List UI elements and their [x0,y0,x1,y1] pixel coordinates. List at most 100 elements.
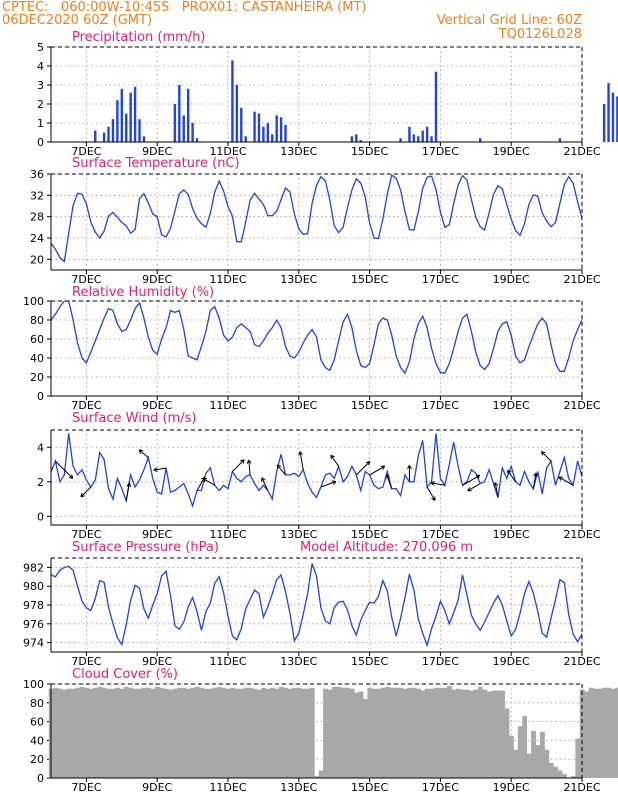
cloud-bar [199,687,205,778]
wind-arrow-head [467,487,471,492]
precip-bar [102,132,106,142]
cloud-bar [101,687,107,778]
precip-bar [275,115,278,142]
cloud-bar [270,687,275,778]
series-line [51,563,582,648]
wind-arrow-shaft [430,482,445,486]
cloud-bar [150,688,156,778]
y-tick-label: 2 [37,476,44,489]
cloud-bar [190,687,196,778]
x-tick-label: 11DEC [209,528,246,541]
x-tick-label: 11DEC [209,399,246,412]
cloud-bar [53,687,59,778]
cloud-bar [181,687,187,778]
y-tick-label: 24 [30,232,44,245]
wind-arrow [153,467,167,472]
wind-arrow-head [368,461,371,466]
y-tick-label: 4 [37,60,44,73]
wind-arrow-shaft [261,477,269,491]
cloud-bar [278,686,284,778]
cloud-bar [185,688,191,778]
cloud-bar [239,688,244,778]
panel-title: Surface Pressure (hPa) [72,540,219,555]
precip-bar [142,136,146,142]
cloud-bar [128,687,134,778]
wind-arrow-shaft [426,486,436,501]
cloud-bar [442,687,448,778]
precip-bar [425,126,429,142]
y-tick-label: 60 [30,716,44,729]
x-tick-label: 13DEC [280,655,317,668]
cloud-bar [168,689,174,778]
wind-arrow [540,451,552,462]
x-tick-label: 13DEC [280,528,317,541]
x-tick-label: 15DEC [351,528,388,541]
wind-arrow [407,465,412,482]
cloud-bar [349,688,355,778]
cloud-bar [500,690,505,778]
cloud-bar [469,690,474,778]
panel-1 [47,173,583,274]
wind-arrow [125,482,132,501]
wind-arrow-shaft [541,451,552,462]
panel-title: Surface Wind (m/s) [72,411,196,426]
precip-bar [611,92,615,142]
cloud-bar [522,715,528,778]
cloud-bar [66,688,72,778]
x-tick-label: 9DEC [142,273,172,286]
cloud-bar [256,689,262,778]
y-tick-label: 40 [30,352,44,365]
wind-arrow-head [408,465,412,470]
header-line3-right: TQ0126L028 [498,27,582,42]
wind-arrow-shaft [125,483,130,501]
cloud-bar [119,688,125,778]
y-tick-label: 20 [30,253,44,266]
wind-arrow-head [330,454,335,458]
cloud-bar [597,688,603,778]
precip-bar [94,130,97,142]
wind-arrow [80,486,92,498]
precip-bar [253,111,256,142]
cloud-bar [531,731,536,778]
x-tick-label: 11DEC [209,145,246,158]
panel-2 [47,300,583,400]
x-tick-label: 21DEC [563,781,600,794]
wind-arrow-shaft [507,470,517,483]
cloud-bar [562,774,567,778]
wind-arrow-head [558,476,562,481]
wind-arrow-head [299,451,303,455]
cloud-bar [296,687,302,778]
cloud-bar [203,688,209,778]
cloud-bar [610,688,616,778]
wind-arrow-head [477,475,481,479]
wind-arrow-head [386,474,390,478]
wind-arrow-head [68,476,73,479]
cloud-bar [517,726,523,778]
header-line2-left: 06DEC2020 60Z (GMT) [2,13,153,28]
wind-arrow-head [332,481,337,485]
cloud-bar [398,687,404,778]
wind-arrow-head [298,451,301,456]
cloud-bar [376,688,382,778]
precip-bar [240,107,243,142]
x-tick-label: 15DEC [351,399,388,412]
cloud-bar [508,735,514,778]
wind-arrow-head [276,464,279,469]
precip-bar [125,113,128,142]
wind-arrow-shaft [202,478,215,486]
wind-arrow-head [507,469,512,473]
precip-bar [479,138,482,142]
wind-arrow-head [80,492,83,498]
cloud-bar [464,689,470,778]
series-line [51,301,582,375]
cloud-bar [544,749,550,778]
wind-arrow-shaft [355,461,371,476]
wind-arrow-shaft [558,476,574,486]
wind-arrow [385,474,393,489]
wind-arrow [558,476,574,486]
y-tick-label: 2 [37,98,44,111]
cloud-bar [141,687,147,778]
y-tick-label: 0 [37,510,44,523]
panel-3 [47,429,583,529]
